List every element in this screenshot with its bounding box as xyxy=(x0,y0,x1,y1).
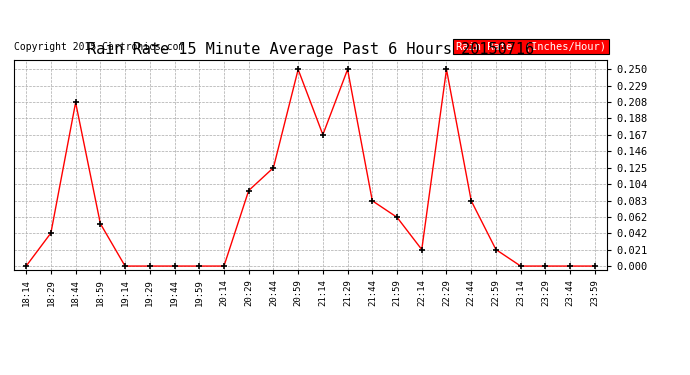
Title: Rain Rate 15 Minute Average Past 6 Hours 20150716: Rain Rate 15 Minute Average Past 6 Hours… xyxy=(87,42,534,57)
Text: Rain Rate  (Inches/Hour): Rain Rate (Inches/Hour) xyxy=(456,42,606,52)
Text: Copyright 2015 Cartronics.com: Copyright 2015 Cartronics.com xyxy=(14,42,184,52)
